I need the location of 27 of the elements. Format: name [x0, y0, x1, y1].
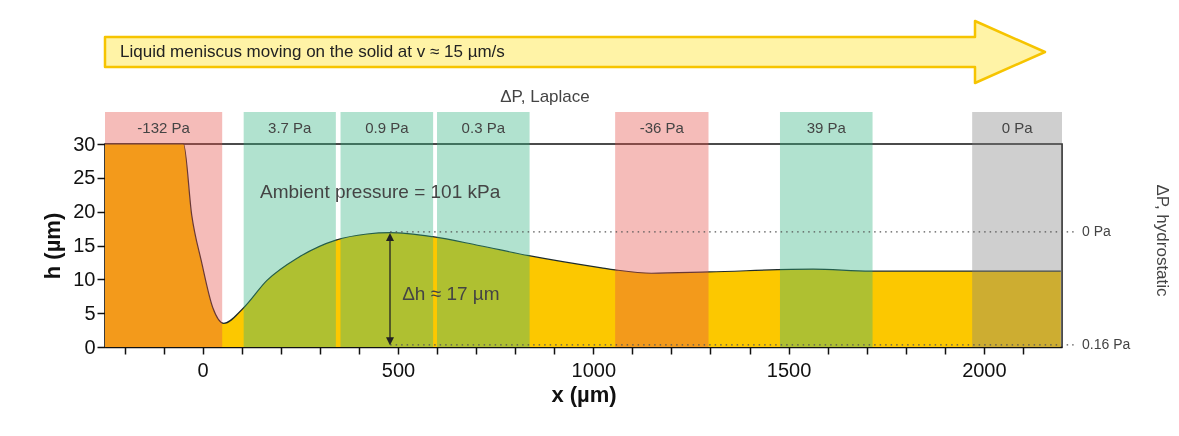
y-tick-label: 30 [73, 132, 96, 155]
ref-line-label: 0 Pa [1082, 222, 1112, 239]
band-label: 0.9 Pa [365, 119, 410, 136]
band-label: -132 Pa [137, 119, 191, 136]
x-tick-label: 1000 [571, 358, 617, 381]
band-label: 39 Pa [806, 119, 847, 136]
text: ΔP, Laplace [500, 87, 590, 106]
annotation: Ambient pressure = 101 kPa [260, 181, 501, 202]
x-axis-title: x (µm) [551, 381, 617, 407]
text: Liquid meniscus moving on the solid at v ≈ 15 µm/s [120, 42, 505, 62]
band-label: -36 Pa [639, 119, 685, 136]
x-tick-label: 0 [197, 358, 209, 381]
band-label: 3.7 Pa [268, 119, 313, 136]
ref-line-label: 0.16 Pa [1082, 335, 1131, 352]
x-tick-label: 500 [381, 358, 416, 381]
y-tick-label: 0 [84, 335, 96, 358]
y-axis-title: h (µm) [40, 212, 66, 280]
y-tick-label: 10 [73, 267, 96, 290]
band-label: 0 Pa [1001, 119, 1034, 136]
y-tick-label: 5 [84, 301, 96, 324]
band-label: 0.3 Pa [461, 119, 506, 136]
x-tick-label: 1500 [766, 358, 812, 381]
x-tick-label: 2000 [962, 358, 1007, 381]
y-tick-label: 20 [73, 200, 96, 223]
y-tick-label: 25 [73, 166, 96, 189]
text: ΔP, hydrostatic [1153, 184, 1172, 298]
y-tick-label: 15 [73, 234, 96, 256]
